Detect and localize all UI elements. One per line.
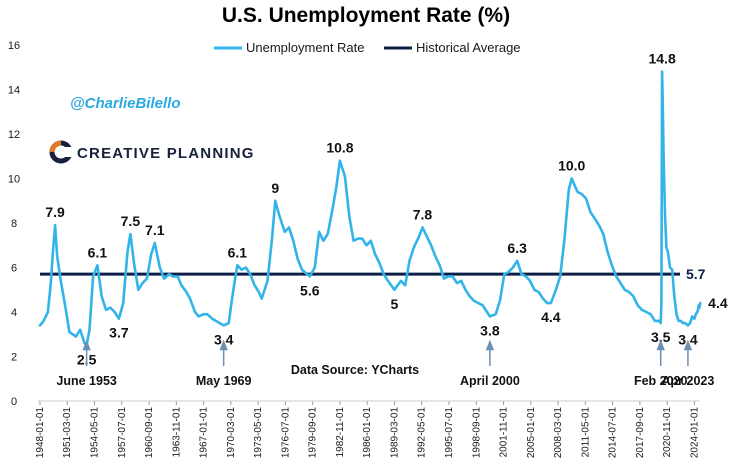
value-annotation: 7.5 (121, 213, 141, 229)
value-annotations: 7.92.56.13.77.57.13.46.195.610.857.83.86… (45, 51, 728, 368)
x-tick-label: 1976-07-01 (280, 407, 291, 459)
y-tick-label: 16 (8, 40, 20, 52)
callout-label: April 2000 (460, 374, 520, 388)
value-annotation: 4.4 (708, 295, 728, 311)
value-annotation: 3.7 (109, 325, 129, 341)
value-annotation: 9 (271, 180, 279, 196)
x-tick-label: 1967-01-01 (199, 407, 210, 459)
chart-title: U.S. Unemployment Rate (%) (222, 4, 510, 27)
x-tick-label: 1957-07-01 (117, 407, 128, 459)
value-annotation: 10.0 (558, 158, 585, 174)
x-tick-label: 1982-11-01 (335, 407, 346, 458)
y-tick-label: 8 (11, 218, 17, 230)
x-tick-label: 1995-07-01 (444, 407, 455, 459)
value-annotation: 4.4 (541, 309, 561, 325)
brand-mark-notch (64, 147, 73, 157)
historical-average-label: 5.7 (686, 266, 706, 282)
brand-mark-accent (49, 140, 62, 153)
x-tick-label: 2014-07-01 (608, 407, 619, 459)
x-tick-label: 1998-09-01 (471, 407, 482, 459)
x-tick-label: 2005-01-01 (526, 407, 537, 459)
author-handle: @CharlieBilello (70, 95, 181, 112)
value-annotation: 7.1 (145, 222, 165, 238)
y-tick-label: 2 (11, 352, 17, 364)
y-tick-label: 10 (8, 174, 20, 186)
value-annotation: 3.4 (214, 331, 234, 347)
value-annotation: 14.8 (648, 51, 675, 67)
callout-label: Feb 2020 (634, 374, 688, 388)
x-tick-label: 2020-11-01 (662, 407, 673, 458)
x-tick-label: 1951-03-01 (62, 407, 73, 459)
x-tick-label: 1954-05-01 (90, 407, 101, 459)
brand-logo: CREATIVE PLANNING (49, 140, 255, 164)
callout-label: Apr 2023 (662, 374, 715, 388)
x-tick-label: 2017-09-01 (635, 407, 646, 459)
brand-name: CREATIVE PLANNING (77, 145, 255, 162)
value-annotation: 10.8 (326, 140, 353, 156)
legend: Unemployment Rate Historical Average (214, 40, 521, 55)
value-annotation: 7.9 (45, 204, 65, 220)
y-axis: 0 2 4 6 8 10 12 14 16 (8, 40, 20, 408)
y-tick-label: 12 (8, 129, 20, 141)
y-tick-label: 6 (11, 263, 17, 275)
y-tick-label: 0 (11, 396, 17, 408)
value-annotation: 6.3 (507, 240, 527, 256)
y-tick-label: 14 (8, 85, 20, 97)
legend-label-average: Historical Average (416, 40, 521, 55)
x-tick-label: 1979-09-01 (308, 407, 319, 459)
x-tick-label: 1989-03-01 (389, 407, 400, 459)
x-tick-label: 1992-05-01 (417, 407, 428, 459)
callout-label: June 1953 (56, 374, 117, 388)
x-tick-label: 2024-01-01 (689, 407, 700, 459)
value-annotation: 6.1 (88, 244, 108, 260)
y-tick-label: 4 (11, 307, 17, 319)
x-tick-label: 1960-09-01 (144, 407, 155, 459)
value-annotation: 3.5 (651, 329, 671, 345)
x-tick-label: 1973-05-01 (253, 407, 264, 459)
x-tick-label: 1963-11-01 (171, 407, 182, 458)
x-tick-label: 2001-11-01 (499, 407, 510, 458)
callout-label: May 1969 (196, 374, 252, 388)
data-source: Data Source: YCharts (291, 363, 419, 377)
x-tick-label: 2011-05-01 (580, 407, 591, 458)
x-tick-label: 2008-03-01 (553, 407, 564, 459)
value-annotation: 5 (391, 296, 399, 312)
unemployment-rate-line (38, 70, 702, 347)
value-annotation: 3.8 (480, 322, 500, 338)
x-tick-label: 1970-03-01 (226, 407, 237, 459)
value-annotation: 6.1 (228, 244, 248, 260)
legend-label-unemployment: Unemployment Rate (246, 40, 365, 55)
value-annotation: 3.4 (678, 331, 698, 347)
x-tick-label: 1986-01-01 (362, 407, 373, 459)
value-annotation: 5.6 (300, 282, 320, 298)
value-annotation: 7.8 (413, 206, 433, 222)
x-axis: 1948-01-01 1951-03-01 1954-05-01 1957-07-01… (35, 401, 700, 458)
x-tick-label: 1948-01-01 (35, 407, 46, 459)
